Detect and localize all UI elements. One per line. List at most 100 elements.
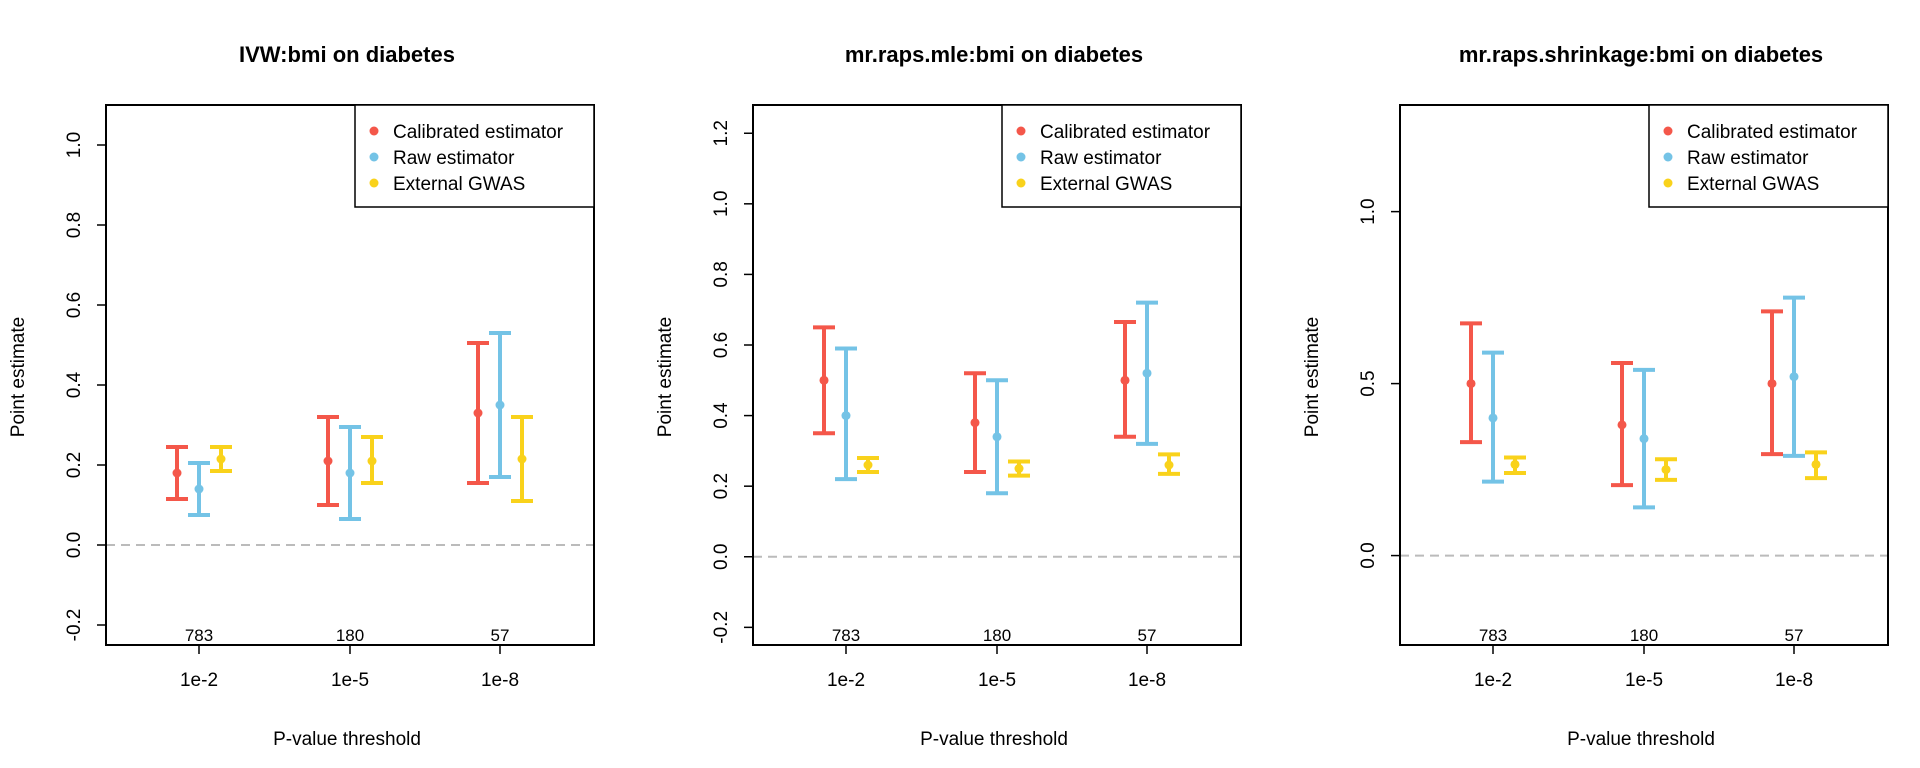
error-bar <box>210 445 232 473</box>
y-tick-label: 1.0 <box>1358 198 1379 224</box>
error-bar <box>317 415 339 507</box>
point-estimate-marker <box>194 484 204 494</box>
error-bar <box>1611 360 1633 488</box>
legend-box <box>1001 104 1242 208</box>
error-bar <box>986 378 1008 496</box>
point-estimate-marker <box>345 468 355 478</box>
chart-panel-mr-raps-shrinkage: mr.raps.shrinkage:bmi on diabetes P-valu… <box>1294 0 1920 768</box>
snp-count-label: 57 <box>1785 626 1804 645</box>
chart-title: mr.raps.shrinkage:bmi on diabetes <box>1459 42 1823 67</box>
legend-label: Raw estimator <box>1040 148 1162 169</box>
x-tick-label: 1e-8 <box>481 670 519 691</box>
y-axis-label: Point estimate <box>8 317 29 437</box>
snp-count-label: 783 <box>1479 626 1507 645</box>
snp-count-label: 180 <box>336 626 364 645</box>
legend-box <box>354 104 595 208</box>
legend-marker <box>1016 152 1026 162</box>
legend-marker <box>1663 152 1673 162</box>
error-bar <box>1158 452 1180 476</box>
x-tick-label: 1e-8 <box>1775 670 1813 691</box>
point-estimate-marker <box>1142 368 1152 378</box>
point-estimate-marker <box>1767 379 1777 389</box>
error-bar <box>857 455 879 475</box>
point-estimate-marker <box>970 418 980 428</box>
error-bar <box>1805 450 1827 481</box>
point-estimate-marker <box>172 468 182 478</box>
point-estimate-marker <box>1164 460 1174 470</box>
error-bar <box>1655 457 1677 482</box>
y-tick-label: 0.6 <box>64 292 85 318</box>
chart-svg: IVW:bmi on diabetes P-value threshold Po… <box>8 42 595 750</box>
y-tick-label: 0.0 <box>64 532 85 558</box>
error-bar <box>361 435 383 485</box>
point-estimate-marker <box>1488 413 1498 423</box>
legend-label: Calibrated estimator <box>393 122 564 143</box>
point-estimate-marker <box>495 400 505 410</box>
snp-count-label: 180 <box>1630 626 1658 645</box>
point-estimate-marker <box>216 454 226 464</box>
error-bar <box>964 371 986 475</box>
snp-count-label: 180 <box>983 626 1011 645</box>
y-tick-label: 0.2 <box>711 473 732 499</box>
x-tick-label: 1e-2 <box>827 670 865 691</box>
point-estimate-marker <box>1661 465 1671 475</box>
point-estimate-marker <box>473 408 483 418</box>
snp-count-label: 783 <box>832 626 860 645</box>
y-tick-label: 0.6 <box>711 332 732 358</box>
x-tick-label: 1e-8 <box>1128 670 1166 691</box>
error-bar <box>339 425 361 521</box>
y-tick-label: -0.2 <box>711 611 732 644</box>
legend-label: Calibrated estimator <box>1687 122 1858 143</box>
legend-marker <box>369 152 379 162</box>
legend: Calibrated estimator Raw estimator Externa… <box>1648 104 1889 208</box>
error-bar <box>1460 321 1482 445</box>
y-tick-label: 0.0 <box>1358 542 1379 568</box>
error-bar <box>467 341 489 485</box>
point-estimate-marker <box>517 454 527 464</box>
error-bar <box>511 415 533 503</box>
legend-box <box>1648 104 1889 208</box>
point-estimate-marker <box>1120 375 1130 385</box>
legend-label: Calibrated estimator <box>1040 122 1211 143</box>
legend-marker <box>1663 126 1673 136</box>
x-tick-label: 1e-5 <box>331 670 369 691</box>
error-bar <box>1633 367 1655 510</box>
error-bar <box>1504 455 1526 476</box>
point-estimate-marker <box>1811 459 1821 469</box>
error-bar <box>1482 350 1504 484</box>
point-estimate-marker <box>323 456 333 466</box>
point-estimate-marker <box>992 432 1002 442</box>
error-bar <box>1761 309 1783 457</box>
error-bar <box>1008 459 1030 478</box>
x-axis-label: P-value threshold <box>1567 729 1715 750</box>
x-axis-label: P-value threshold <box>920 729 1068 750</box>
chart-title: IVW:bmi on diabetes <box>239 42 455 67</box>
error-bar <box>1783 295 1805 458</box>
legend-marker <box>369 126 379 136</box>
snp-count-label: 57 <box>1138 626 1157 645</box>
y-tick-label: 1.0 <box>711 191 732 217</box>
point-estimate-marker <box>819 375 829 385</box>
plot-area: -0.2 0.0 0.2 0.4 0.6 0.8 1.0 1e-2 783 1e-5 180 1e-8… <box>64 104 595 691</box>
y-tick-label: -0.2 <box>64 609 85 642</box>
y-tick-label: 1.0 <box>64 132 85 158</box>
point-estimate-marker <box>1617 420 1627 430</box>
legend-label: External GWAS <box>393 174 525 195</box>
chart-svg: mr.raps.mle:bmi on diabetes P-value thre… <box>655 42 1242 750</box>
error-bar <box>188 461 210 517</box>
point-estimate-marker <box>1014 464 1024 474</box>
legend-label: Raw estimator <box>1687 148 1809 169</box>
legend-label: Raw estimator <box>393 148 515 169</box>
snp-count-label: 57 <box>491 626 510 645</box>
point-estimate-marker <box>1466 379 1476 389</box>
y-tick-label: 0.4 <box>64 371 85 398</box>
error-bar <box>835 346 857 482</box>
y-tick-label: 0.4 <box>711 402 732 429</box>
error-bar <box>1114 320 1136 439</box>
chart-svg: mr.raps.shrinkage:bmi on diabetes P-valu… <box>1302 42 1889 750</box>
y-tick-label: 0.2 <box>64 452 85 478</box>
y-axis-label: Point estimate <box>655 317 676 437</box>
point-estimate-marker <box>1789 372 1799 382</box>
plot-area: -0.2 0.0 0.2 0.4 0.6 0.8 1.0 1.2 1e-2 783 1e-5 180 1… <box>711 104 1242 691</box>
